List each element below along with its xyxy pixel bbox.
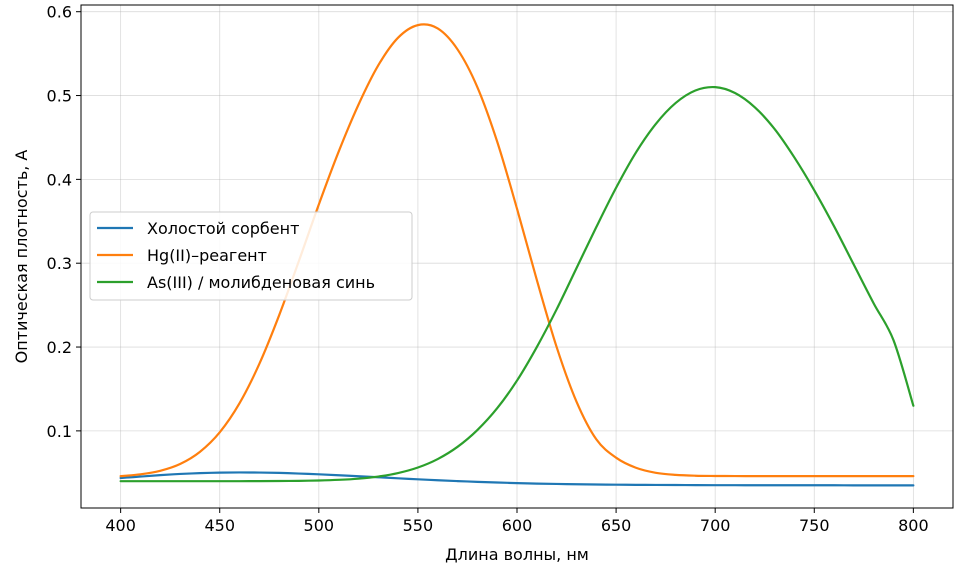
legend-box <box>89 211 413 301</box>
x-tick-label: 650 <box>601 516 632 535</box>
y-tick-label: 0.2 <box>47 338 72 357</box>
legend: Холостой сорбент Hg(II)–реагент As(III) … <box>89 211 413 301</box>
x-tick-label: 800 <box>898 516 929 535</box>
y-axis-label: Оптическая плотность, A <box>12 150 31 364</box>
x-axis-ticks: 400 450 500 550 600 650 700 750 800 <box>105 508 929 535</box>
grid <box>81 5 953 508</box>
x-tick-label: 400 <box>105 516 136 535</box>
x-tick-label: 600 <box>502 516 533 535</box>
legend-label-blank-sorbent: Холостой сорбент <box>147 219 299 238</box>
legend-label-as-molybdenum-blue: As(III) / молибденовая синь <box>147 273 375 292</box>
x-tick-label: 500 <box>304 516 335 535</box>
y-axis-ticks: 0.1 0.2 0.3 0.4 0.5 0.6 <box>47 3 81 441</box>
series-layer <box>119 23 915 487</box>
x-tick-label: 450 <box>204 516 235 535</box>
y-tick-label: 0.3 <box>47 254 72 273</box>
series-line-hg-reagent <box>119 23 915 478</box>
series-line-blank-sorbent <box>119 471 915 487</box>
y-tick-label: 0.5 <box>47 87 72 106</box>
y-tick-label: 0.1 <box>47 422 72 441</box>
x-tick-label: 550 <box>403 516 434 535</box>
y-tick-label: 0.6 <box>47 3 72 22</box>
x-tick-label: 750 <box>799 516 830 535</box>
legend-label-hg-reagent: Hg(II)–реагент <box>147 246 267 265</box>
series-line-as-molybdenum-blue <box>119 85 915 483</box>
x-tick-label: 700 <box>700 516 731 535</box>
y-tick-label: 0.4 <box>47 170 72 189</box>
x-axis-label: Длина волны, нм <box>445 545 589 564</box>
